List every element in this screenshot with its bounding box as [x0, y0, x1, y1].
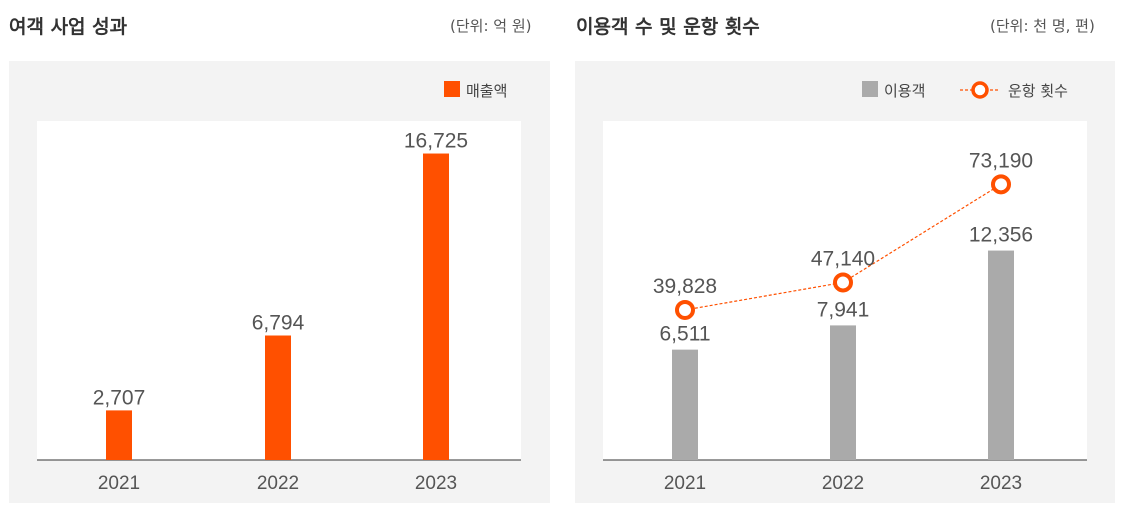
- right-flights-point-2022: [833, 272, 853, 293]
- right-bar-value-2021: 6,511: [660, 323, 711, 346]
- left-chart-unit: (단위: 억 원): [450, 17, 532, 35]
- right-bar-value-2022: 7,941: [817, 298, 870, 321]
- left-legend-swatch: [444, 81, 460, 97]
- right-legend-label-passengers: 이용객: [884, 82, 925, 100]
- right-flights-value-2022: 47,140: [811, 247, 875, 270]
- left-x-tick-2022: 2022: [257, 473, 299, 494]
- right-flights-value-2023: 73,190: [969, 149, 1033, 172]
- left-x-tick-2021: 2021: [98, 473, 140, 494]
- right-x-tick-2023: 2023: [980, 473, 1022, 494]
- right-bar-2021: [672, 349, 698, 460]
- right-bar-value-2023: 12,356: [969, 224, 1033, 247]
- right-flights-point-2021: [675, 299, 695, 320]
- left-bar-value-2022: 6,794: [252, 312, 305, 335]
- left-bar-2022: [265, 335, 291, 460]
- right-x-tick-2022: 2022: [822, 473, 864, 494]
- left-bar-value-2023: 16,725: [404, 130, 468, 153]
- right-chart-unit: (단위: 천 명, 편): [990, 17, 1095, 35]
- right-flights-point-2023: [991, 174, 1011, 195]
- left-bar-2021: [106, 410, 132, 460]
- right-x-tick-2021: 2021: [664, 473, 706, 494]
- right-legend-marker: [971, 81, 989, 99]
- left-legend-label: 매출액: [466, 82, 507, 100]
- left-bar-2023: [423, 153, 449, 460]
- right-chart-title: 이용객 수 및 운항 횟수: [576, 16, 760, 38]
- right-bar-2022: [830, 325, 856, 460]
- left-chart-title: 여객 사업 성과: [9, 16, 128, 38]
- right-bar-2023: [988, 250, 1014, 460]
- right-legend-label-flights: 운항 횟수: [1008, 82, 1068, 100]
- left-bar-value-2021: 2,707: [93, 386, 146, 409]
- right-flights-value-2021: 39,828: [653, 275, 717, 298]
- left-x-tick-2023: 2023: [415, 473, 457, 494]
- right-legend-swatch-passengers: [862, 81, 878, 97]
